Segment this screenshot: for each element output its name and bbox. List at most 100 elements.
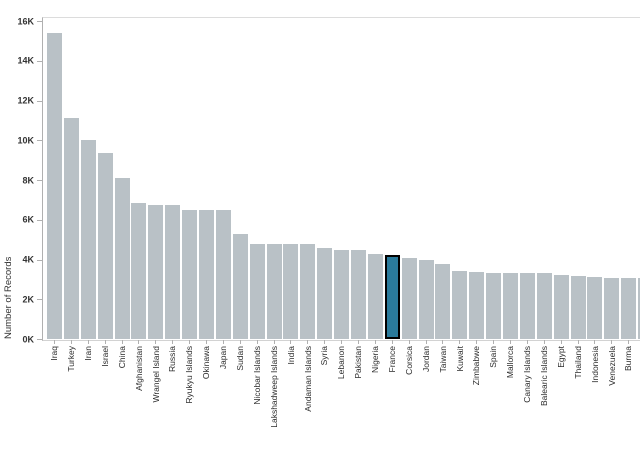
x-axis-label[interactable]: Corsica [403, 346, 414, 375]
x-tick-mark [87, 340, 89, 344]
bar-spain[interactable] [486, 273, 502, 339]
category-slot: Lakshadweep Islands [266, 17, 283, 458]
bar-india[interactable] [283, 244, 299, 339]
x-axis-label[interactable]: China [116, 346, 127, 369]
bar-iran[interactable] [80, 140, 96, 339]
bar-turkey[interactable] [63, 118, 79, 339]
x-axis-label[interactable]: Iran [82, 346, 93, 361]
x-axis-label[interactable]: Egypt [555, 346, 566, 368]
y-tick-mark [37, 21, 42, 22]
bar-zimbabwe[interactable] [469, 272, 485, 339]
x-tick-mark [476, 340, 478, 344]
bar-thailand[interactable] [570, 276, 586, 339]
x-label-wrapper: Iran [80, 346, 97, 458]
x-axis-label[interactable]: Kuwait [454, 346, 465, 372]
x-axis-label[interactable]: Jordan [420, 346, 431, 372]
x-axis-label[interactable]: Indonesia [589, 346, 600, 383]
bar-okinawa[interactable] [198, 210, 214, 339]
bar-venezuela[interactable] [604, 278, 620, 339]
bar-japan[interactable] [215, 210, 231, 339]
bar-canary-islands[interactable] [519, 273, 535, 339]
bar-syria[interactable] [317, 248, 333, 339]
x-axis-label[interactable]: Japan [218, 346, 229, 370]
x-axis-label[interactable]: Venezuela [606, 346, 617, 386]
bar-balearic-islands[interactable] [536, 273, 552, 339]
bar-taiwan[interactable] [435, 264, 451, 339]
bar-pakistan[interactable] [350, 250, 366, 339]
x-axis-label[interactable]: Taiwan [437, 346, 448, 373]
y-tick-label: 2K [22, 294, 34, 305]
x-axis-label[interactable]: Lakshadweep Islands [268, 346, 279, 428]
x-axis-label[interactable]: Nicobar Islands [251, 346, 262, 405]
bar-burma[interactable] [621, 278, 637, 339]
x-axis-label[interactable]: Turkey [66, 346, 77, 372]
x-axis-label[interactable]: Lebanon [336, 346, 347, 380]
bar-ryukyu-islands[interactable] [182, 210, 198, 339]
bar-area [620, 17, 637, 339]
y-tick-mark [37, 60, 42, 62]
bar-china[interactable] [114, 178, 130, 339]
bar-clipped-partial[interactable] [638, 278, 640, 339]
x-tick-mark [273, 340, 275, 344]
bar-wrangel-island[interactable] [148, 205, 164, 339]
x-label-wrapper: Turkey [63, 346, 80, 458]
x-axis-label[interactable]: Pakistan [353, 346, 364, 379]
bar-area [603, 17, 620, 339]
bar-lakshadweep-islands[interactable] [266, 244, 282, 339]
x-tick-mark [138, 340, 140, 344]
bar-area [434, 17, 451, 339]
x-axis-label[interactable]: Russia [167, 346, 178, 372]
bar-nigeria[interactable] [367, 254, 383, 339]
bar-indonesia[interactable] [587, 277, 603, 339]
bar-area [418, 17, 435, 339]
category-slot: Burma [620, 17, 637, 458]
x-axis-label[interactable]: Okinawa [201, 346, 212, 380]
x-axis-label[interactable]: Iraq [49, 346, 60, 361]
x-label-wrapper: Zimbabwe [468, 346, 485, 458]
bar-france[interactable] [384, 255, 400, 339]
x-axis-label[interactable]: Israel [99, 346, 110, 367]
bar-iraq[interactable] [46, 33, 62, 339]
x-axis-label[interactable]: Thailand [572, 346, 583, 379]
bar-jordan[interactable] [418, 260, 434, 339]
bar-corsica[interactable] [401, 258, 417, 339]
bar-russia[interactable] [165, 205, 181, 339]
x-axis-label[interactable]: Nigeria [370, 346, 381, 373]
bar-area [80, 17, 97, 339]
x-axis-label[interactable]: Mallorca [505, 346, 516, 379]
category-slot: Wrangel Island [147, 17, 164, 458]
x-axis-label[interactable]: Canary Islands [522, 346, 533, 403]
x-label-wrapper: Indonesia [587, 346, 604, 458]
x-axis-label[interactable]: Spain [488, 346, 499, 368]
x-label-wrapper: Taiwan [434, 346, 451, 458]
x-axis-label[interactable]: Balearic Islands [539, 346, 550, 407]
x-axis-label[interactable]: Wrangel Island [150, 346, 161, 403]
bar-egypt[interactable] [553, 275, 569, 339]
x-tick-mark [442, 340, 444, 344]
x-label-wrapper: France [384, 346, 401, 458]
x-axis-label[interactable]: Andaman Islands [302, 346, 313, 412]
x-axis-label[interactable]: Afghanistan [133, 346, 144, 391]
x-axis-label[interactable]: Syria [319, 346, 330, 366]
bar-andaman-islands[interactable] [300, 244, 316, 339]
x-axis-label[interactable]: France [387, 346, 397, 373]
bar-israel[interactable] [97, 153, 113, 339]
bar-kuwait[interactable] [452, 271, 468, 339]
x-label-wrapper: Japan [215, 346, 232, 458]
y-tick-label: 4K [22, 254, 34, 265]
y-tick-label: 6K [22, 214, 34, 225]
bar-nicobar-islands[interactable] [249, 244, 265, 339]
x-axis-label[interactable]: Sudan [234, 346, 245, 371]
x-axis-label[interactable]: Ryukyu Islands [184, 346, 195, 404]
x-axis-label[interactable]: India [285, 346, 296, 365]
category-slot: France [384, 17, 401, 458]
x-axis-label[interactable]: Zimbabwe [471, 346, 482, 386]
bar-sudan[interactable] [232, 234, 248, 339]
bar-lebanon[interactable] [334, 250, 350, 339]
x-axis-label[interactable]: Burma [623, 346, 634, 372]
bar-mallorca[interactable] [502, 273, 518, 339]
y-tick-label: 0K [22, 334, 34, 344]
bar-afghanistan[interactable] [131, 203, 147, 339]
x-tick-mark [205, 340, 207, 344]
